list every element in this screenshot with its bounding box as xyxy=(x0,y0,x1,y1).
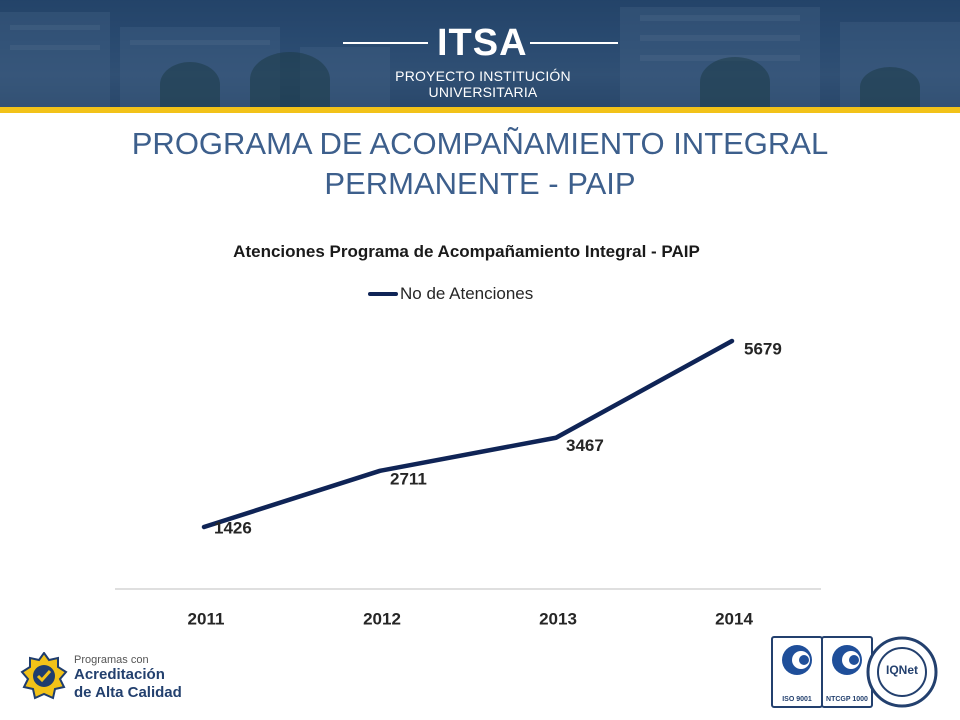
legend-swatch xyxy=(368,292,398,296)
logo-text: ITSA xyxy=(437,22,528,64)
badge-line1: Programas con xyxy=(74,654,149,666)
data-label: 5679 xyxy=(744,339,782,358)
chart-title: Atenciones Programa de Acompañamiento In… xyxy=(233,242,700,261)
iqnet-seal-icon xyxy=(866,636,938,708)
data-label: 1426 xyxy=(214,518,252,537)
series-layer xyxy=(201,338,735,530)
data-label: 2711 xyxy=(390,469,427,488)
x-tick-layer: 2011 2012 2013 2014 xyxy=(188,609,754,628)
legend-label: No de Atenciones xyxy=(400,284,534,303)
page-title: PROGRAMA DE ACOMPAÑAMIENTO INTEGRAL PERM… xyxy=(60,124,900,204)
x-tick-label: 2011 xyxy=(188,609,225,628)
logo-rule-right xyxy=(530,42,618,44)
page-title-line1: PROGRAMA DE ACOMPAÑAMIENTO INTEGRAL xyxy=(131,126,829,161)
logo-subtitle: PROYECTO INSTITUCIÓN UNIVERSITARIA xyxy=(395,68,571,100)
icontec-iso-certificate: ISO 9001 xyxy=(771,636,823,708)
icontec-logo-icon xyxy=(782,645,812,675)
accreditation-badge: Programas con Acreditación de Alta Calid… xyxy=(20,650,200,706)
x-tick-label: 2014 xyxy=(715,609,753,628)
badge-line3: de Alta Calidad xyxy=(74,684,182,701)
badge-line2: Acreditación xyxy=(74,666,165,683)
header-banner: ITSA PROYECTO INSTITUCIÓN UNIVERSITARIA xyxy=(0,0,960,107)
star-check-icon xyxy=(20,652,68,700)
x-tick-label: 2013 xyxy=(539,609,577,628)
cert1-caption: ISO 9001 xyxy=(782,696,812,703)
header-accent-band xyxy=(0,107,960,113)
data-label: 3467 xyxy=(566,436,604,455)
chart-legend: No de Atenciones xyxy=(368,283,533,305)
data-label-layer: 1426 2711 3467 5679 xyxy=(214,339,782,537)
page-title-line2: PERMANENTE - PAIP xyxy=(324,166,636,201)
series-line xyxy=(201,338,735,530)
iqnet-certificate: IQNet xyxy=(866,636,938,708)
iqnet-label: IQNet xyxy=(885,663,918,677)
logo-rule-left xyxy=(343,42,428,44)
icontec-logo-icon xyxy=(832,645,862,675)
cert2-caption: NTCGP 1000 xyxy=(826,696,868,703)
x-tick-label: 2012 xyxy=(363,609,401,628)
